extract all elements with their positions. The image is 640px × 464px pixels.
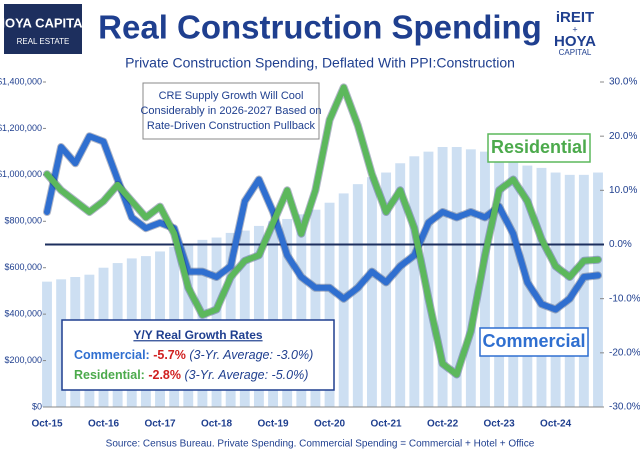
y-tick-label: $0: [32, 401, 42, 411]
legend-box: [479, 327, 589, 357]
logo-right: iREIT: [556, 9, 594, 26]
overlay: CRE Supply Growth Will Cool Considerably…: [61, 82, 591, 391]
bar: [480, 151, 490, 407]
y2-tick-label: 10.0%: [609, 185, 637, 196]
bar: [352, 184, 363, 407]
y-tick-label: $1,400,000: [0, 76, 42, 86]
bar: [296, 214, 307, 407]
x-tick-label: Oct-23: [484, 419, 516, 430]
summary-row: Commercial: -5.7% (3-Yr. Average: -3.0%): [74, 348, 313, 362]
y2-tick-label: 0.0%: [609, 239, 632, 250]
logo-right: CAPITAL: [559, 48, 592, 57]
line: [44, 133, 601, 313]
x-tick-label: Oct-18: [201, 419, 233, 430]
bar: [42, 281, 52, 407]
summary-note: (3-Yr. Average: -3.0%): [189, 348, 313, 362]
summary-title: Y/Y Real Growth Rates: [133, 328, 262, 342]
summary-value: -2.8%: [148, 368, 181, 382]
summary-value: -5.7%: [153, 348, 186, 362]
summary-box: [61, 319, 335, 391]
x-tick-label: Oct-21: [371, 419, 403, 430]
bar: [465, 149, 476, 408]
x-tick-label: Oct-22: [427, 419, 459, 430]
y2-tick-label: 20.0%: [609, 131, 637, 142]
bar: [56, 279, 67, 407]
x-tick-label: Oct-19: [257, 419, 289, 430]
legend-label: Residential: [491, 137, 587, 157]
y2-tick-label: -10.0%: [609, 293, 640, 304]
x-tick-label: Oct-24: [540, 419, 572, 430]
bar: [451, 147, 462, 407]
bar: [253, 225, 264, 407]
bar: [367, 177, 377, 407]
chart-title: Real Construction Spending: [98, 9, 542, 46]
bar: [550, 172, 561, 407]
summary-row: Residential: -2.8% (3-Yr. Average: -5.0%…: [74, 368, 308, 382]
source-note: Source: Census Bureau. Private Spending.…: [106, 439, 535, 450]
legend-box: [487, 133, 591, 163]
y-tick-label: $600,000: [4, 262, 42, 272]
bar: [437, 147, 448, 407]
bar: [536, 167, 547, 407]
bar: [409, 156, 420, 407]
bar: [564, 174, 575, 407]
summary-note: (3-Yr. Average: -5.0%): [184, 368, 308, 382]
y-tick-label: $200,000: [4, 355, 42, 365]
bar: [593, 172, 603, 407]
y-tick-label: $400,000: [4, 309, 42, 319]
x-tick-label: Oct-20: [314, 419, 346, 430]
bar: [494, 156, 505, 407]
bar: [282, 218, 293, 407]
x-tick-label: Oct-16: [88, 419, 120, 430]
y-tick-label: $800,000: [4, 216, 42, 226]
bar: [268, 221, 278, 407]
bar: [310, 209, 321, 407]
annotation: Rate-Driven Construction Pullback: [147, 120, 316, 132]
x-tick-label: Oct-17: [144, 419, 176, 430]
legend-label: Commercial: [482, 331, 585, 351]
y-tick-label: $1,200,000: [0, 123, 42, 133]
y2-tick-label: -30.0%: [609, 402, 640, 413]
y2-tick-label: 30.0%: [609, 77, 637, 88]
chart-subtitle: Private Construction Spending, Deflated …: [125, 55, 515, 71]
logo-left-sub: REAL ESTATE: [17, 37, 70, 46]
logo-right: +: [572, 24, 577, 34]
summary-name: Residential:: [74, 368, 145, 382]
y2-tick-label: -20.0%: [609, 347, 640, 358]
summary-name: Commercial:: [74, 348, 150, 362]
logo-left-box: [4, 4, 82, 54]
logo-left: HOYA CAPITAL: [0, 15, 90, 30]
bar: [324, 202, 335, 407]
logo-right: HOYA: [554, 33, 596, 50]
bar: [395, 163, 406, 407]
x-tick-label: Oct-15: [31, 419, 63, 430]
bar: [381, 172, 392, 407]
line: [44, 84, 601, 378]
bar: [578, 174, 589, 407]
annotation: CRE Supply Growth Will Cool: [159, 90, 304, 102]
annotation-box: [142, 82, 320, 140]
bar: [508, 160, 519, 407]
annotation: Considerably in 2026-2027 Based on: [140, 105, 321, 117]
bar: [423, 151, 434, 407]
bar: [239, 230, 250, 407]
y-tick-label: $1,000,000: [0, 169, 42, 179]
